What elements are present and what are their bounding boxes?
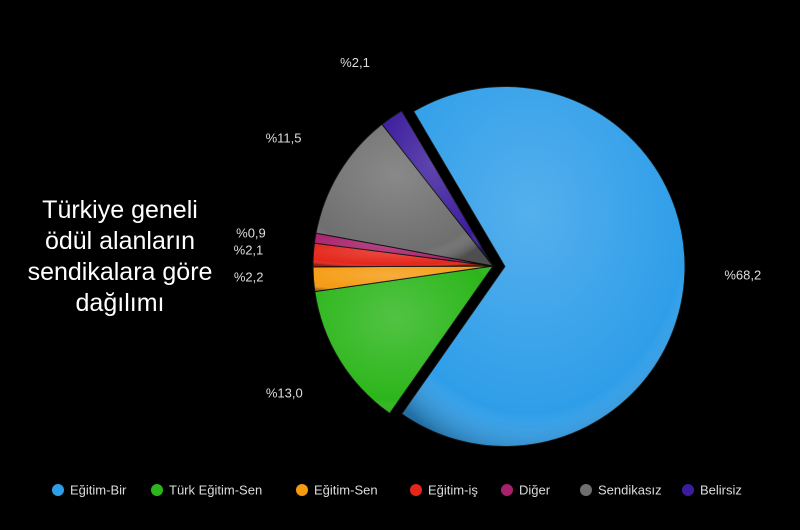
- legend-label: Belirsiz: [700, 482, 742, 497]
- legend-swatch: [410, 484, 422, 496]
- legend-swatch: [52, 484, 64, 496]
- legend-swatch: [580, 484, 592, 496]
- legend-swatch: [682, 484, 694, 496]
- legend-label: Sendikasız: [598, 482, 662, 497]
- value-label: %68,2: [724, 267, 761, 282]
- chart-title: Türkiye geneli ödül alanların sendikalar…: [27, 196, 213, 317]
- legend-label: Eğitim-Bir: [70, 482, 127, 497]
- value-label: %2,2: [234, 269, 264, 284]
- slice-shade: [382, 110, 493, 266]
- value-label: %2,1: [234, 242, 264, 257]
- legend-label: Diğer: [519, 482, 551, 497]
- legend-swatch: [296, 484, 308, 496]
- legend-label: Eğitim-iş: [428, 482, 478, 497]
- legend-label: Eğitim-Sen: [314, 482, 378, 497]
- legend-label: Türk Eğitim-Sen: [169, 482, 262, 497]
- legend-swatch: [501, 484, 513, 496]
- value-label: %11,5: [266, 130, 302, 145]
- legend-swatch: [151, 484, 163, 496]
- slice-shade: [316, 124, 493, 266]
- value-label: %0,9: [236, 225, 266, 240]
- slice-shade: [314, 266, 493, 414]
- slice-shade: [401, 86, 685, 447]
- value-label: %2,1: [340, 55, 370, 70]
- value-label: %13,0: [266, 386, 303, 401]
- slice-shade: [313, 266, 493, 292]
